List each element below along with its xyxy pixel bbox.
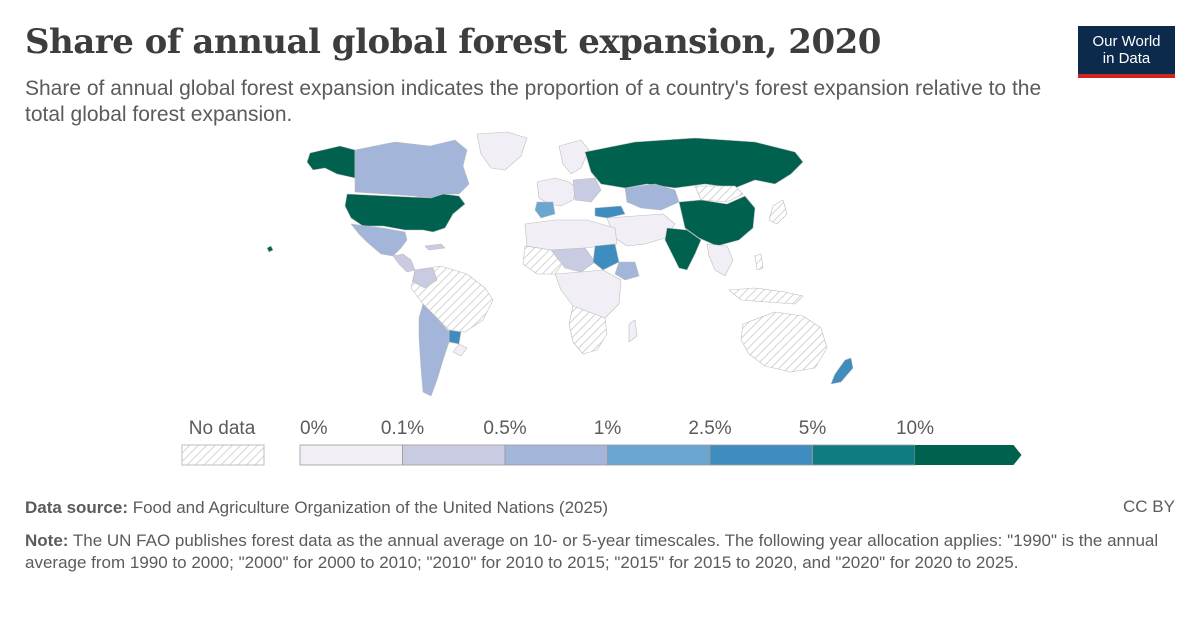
data-source: Data source: Food and Agriculture Organi… (25, 497, 608, 519)
legend-swatch-6 (915, 445, 1022, 465)
map-region-paraguay[interactable] (448, 329, 462, 345)
legend-no-data-label: No data (189, 418, 256, 439)
data-source-label: Data source: (25, 498, 128, 517)
map-region-madagascar[interactable] (628, 319, 638, 343)
map-region-ethiopia[interactable] (614, 261, 640, 281)
map-region-mexico[interactable] (350, 223, 408, 257)
map-region-sudan[interactable] (592, 243, 620, 271)
map-region-southern-africa[interactable] (568, 305, 608, 355)
legend-tick-label: 2.5% (688, 418, 731, 439)
logo-line-2: in Data (1102, 50, 1151, 67)
data-source-text[interactable]: Food and Agriculture Organization of the… (132, 498, 609, 517)
logo-line-1: Our World (1092, 33, 1161, 50)
legend-tick-label: 0.1% (381, 418, 424, 439)
map-region-central-europe[interactable] (572, 177, 602, 203)
world-map[interactable] (255, 128, 905, 410)
legend-tick-label: 1% (594, 418, 622, 439)
map-region-colombia[interactable] (412, 267, 438, 289)
map-region-greenland[interactable] (476, 131, 528, 171)
chart-note: Note: The UN FAO publishes forest data a… (25, 530, 1175, 574)
map-region-australia[interactable] (740, 311, 828, 373)
map-region-central-america[interactable] (392, 253, 416, 273)
map-region-indonesia[interactable] (728, 287, 804, 305)
map-region-hawaii[interactable] (266, 245, 274, 253)
map-region-sahel[interactable] (550, 247, 596, 273)
note-text: The UN FAO publishes forest data as the … (25, 531, 1159, 572)
legend-swatch-2 (504, 444, 608, 466)
legend-swatch-4 (709, 444, 813, 466)
map-region-southern-cone[interactable] (418, 303, 450, 397)
map-region-middle-east[interactable] (606, 213, 676, 247)
map-region-iberia[interactable] (534, 201, 556, 219)
map-region-scandinavia[interactable] (558, 139, 590, 175)
map-region-uruguay[interactable] (452, 343, 468, 357)
legend-no-data-swatch (181, 444, 265, 466)
map-region-india[interactable] (664, 227, 702, 271)
legend-swatch-5 (812, 444, 916, 466)
map-region-china[interactable] (678, 195, 756, 247)
license-link[interactable]: CC BY (1123, 497, 1175, 516)
map-region-russia[interactable] (584, 137, 804, 189)
map-region-mongolia[interactable] (694, 185, 744, 203)
legend-swatch-0 (299, 444, 403, 466)
map-region-kazakhstan[interactable] (624, 183, 680, 211)
map-region-new-zealand[interactable] (830, 357, 854, 385)
chart-subtitle: Share of annual global forest expansion … (25, 77, 1042, 126)
map-region-usa[interactable] (344, 193, 466, 233)
map-region-alaska[interactable] (306, 145, 356, 179)
map-region-canada[interactable] (354, 139, 470, 201)
map-region-turkey[interactable] (594, 205, 626, 219)
legend-swatch-1 (402, 444, 506, 466)
legend-tick-label: 0.5% (483, 418, 526, 439)
note-label: Note: (25, 531, 69, 550)
legend-tick-label: 5% (799, 418, 827, 439)
owid-logo[interactable]: Our World in Data (1078, 26, 1175, 78)
color-legend: No data 0% 0.1% 0.5% 1% 2.5% 5% 10% (181, 418, 1022, 466)
legend-tick-label: 0% (300, 418, 328, 439)
legend-swatch-3 (607, 444, 711, 466)
chart-title: Share of annual global forest expansion,… (25, 22, 881, 62)
map-region-central-africa[interactable] (554, 269, 622, 323)
map-region-europe-west[interactable] (536, 177, 578, 207)
map-region-caribbean[interactable] (424, 243, 446, 251)
map-region-japan[interactable] (768, 199, 788, 225)
map-region-philippines[interactable] (754, 253, 764, 271)
legend-tick-label: 10% (896, 418, 934, 439)
map-region-southeast-asia[interactable] (706, 243, 734, 277)
